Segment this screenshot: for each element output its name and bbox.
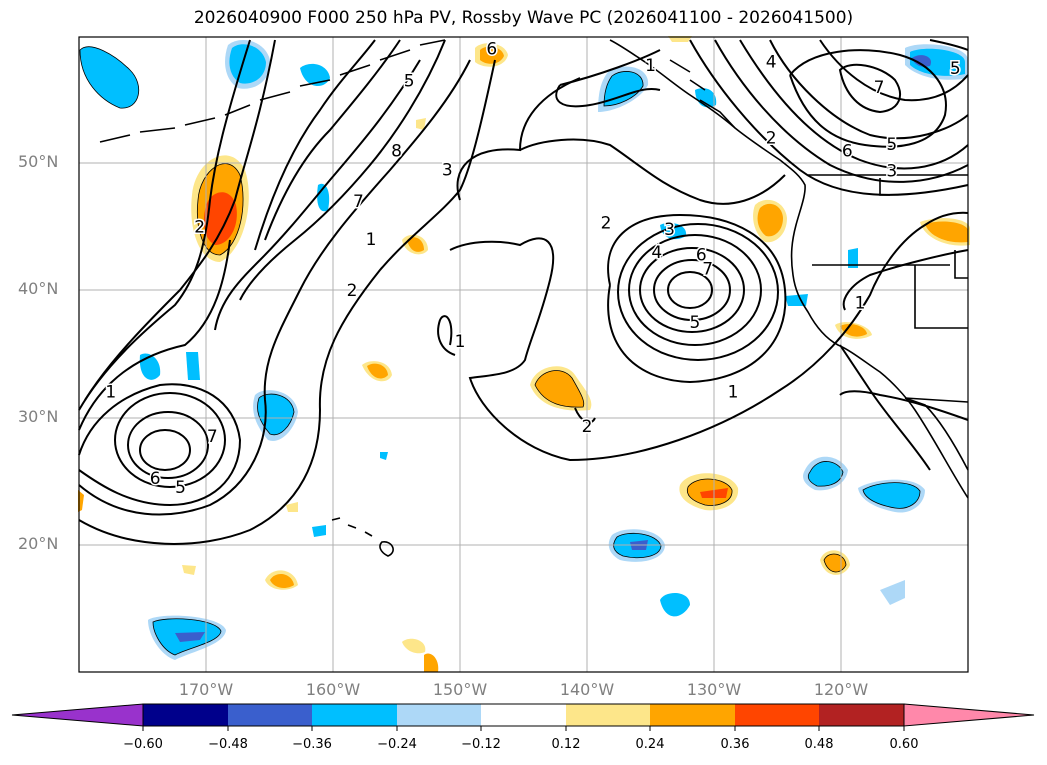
contour-label: 3 <box>664 220 675 240</box>
contour-label: 8 <box>391 141 402 161</box>
contour-label: 7 <box>207 427 218 447</box>
contour-label: 1 <box>455 332 466 352</box>
contour-label: 2 <box>347 281 358 301</box>
lat-label-20n: 20°N <box>18 534 59 553</box>
colorbar-bin <box>481 704 566 726</box>
colorbar-extend-high <box>903 703 1035 727</box>
colorbar <box>11 703 1035 731</box>
colorbar-bin <box>650 704 735 726</box>
colorbar-extend-low <box>11 703 144 727</box>
lon-label-130w: 130°W <box>686 680 742 699</box>
colorbar-bin <box>397 704 481 726</box>
lat-label-50n: 50°N <box>18 152 59 171</box>
pc-contours <box>78 39 969 545</box>
contour-label: 3 <box>442 160 453 180</box>
pv-anomaly-shading <box>78 36 970 672</box>
contour-label: 1 <box>728 383 739 403</box>
contour-label: 2 <box>582 417 593 437</box>
colorbar-bin <box>228 704 312 726</box>
contour-label: 7 <box>353 192 364 212</box>
chart-title: 2026040900 F000 250 hPa PV, Rossby Wave … <box>193 8 854 28</box>
contour-label: 6 <box>150 469 161 489</box>
lat-label-30n: 30°N <box>18 407 59 426</box>
lon-label-160w: 160°W <box>305 680 361 699</box>
lon-label-150w: 150°W <box>432 680 488 699</box>
contour-label: 2 <box>601 214 612 234</box>
colorbar-tick-label: −0.12 <box>461 737 501 752</box>
contour-label: 6 <box>696 245 707 265</box>
contour-label: 2 <box>766 129 777 149</box>
colorbar-tick-label: −0.48 <box>208 737 248 752</box>
colorbar-bin <box>143 704 228 726</box>
colorbar-tick-label: −0.24 <box>377 737 417 752</box>
contour-label: 1 <box>645 56 656 76</box>
contour-label: 1 <box>855 294 866 314</box>
contour-label: 4 <box>651 243 662 263</box>
map-frame <box>78 36 969 673</box>
lon-label-120w: 120°W <box>813 680 869 699</box>
contour-label: 6 <box>486 40 497 60</box>
contour-label: 7 <box>702 259 713 279</box>
contour-label: 1 <box>366 230 377 250</box>
lat-label-40n: 40°N <box>18 279 59 298</box>
colorbar-tick-label: 0.60 <box>889 737 919 752</box>
contour-label: 3 <box>886 162 897 182</box>
colorbar-bin <box>735 704 819 726</box>
graticule <box>79 37 968 672</box>
contour-label: 5 <box>690 313 701 333</box>
contour-label: 5 <box>886 135 897 155</box>
contour-label: 7 <box>874 78 885 98</box>
colorbar-tick-label: 0.12 <box>551 737 581 752</box>
colorbar-bin <box>819 704 904 726</box>
colorbar-tick-label: −0.60 <box>123 737 163 752</box>
contour-label: 4 <box>766 52 777 72</box>
colorbar-tick-label: 0.36 <box>720 737 750 752</box>
contour-label: 1 <box>105 383 116 403</box>
colorbar-bin <box>566 704 650 726</box>
contour-label: 5 <box>175 478 186 498</box>
contour-label: 5 <box>950 59 961 79</box>
contour-label: 6 <box>842 141 853 161</box>
colorbar-tick-label: −0.36 <box>292 737 332 752</box>
colorbar-bin <box>312 704 397 726</box>
colorbar-tick-label: 0.24 <box>635 737 665 752</box>
colorbar-tick-label: 0.48 <box>804 737 834 752</box>
lon-label-140w: 140°W <box>559 680 615 699</box>
contour-label: 5 <box>404 71 415 91</box>
contour-label: 2 <box>194 218 205 238</box>
lon-label-170w: 170°W <box>178 680 234 699</box>
